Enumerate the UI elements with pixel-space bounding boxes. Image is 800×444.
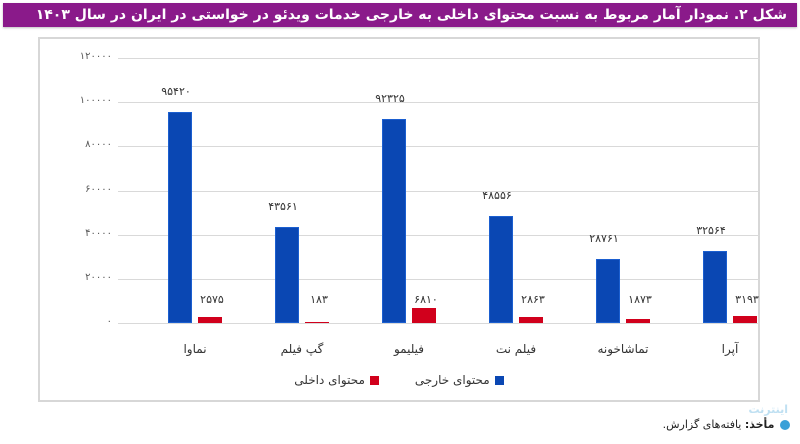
chart-frame: ۱۲۰۰۰۰ ۱۰۰۰۰۰ ۸۰۰۰۰ ۶۰۰۰۰ ۴۰۰۰۰ ۲۰۰۰۰ ۰ ۹۵۴۲۰ ۲۵… [38,37,760,402]
bar-domestic [198,317,222,323]
gridline [118,58,760,59]
legend-swatch-domestic [369,375,379,385]
figure-title: شکل ۲. نمودار آمار مربوط به نسبت محتوای … [3,3,797,27]
value-label-external: ۹۵۴۲۰ [161,85,191,99]
x-category-label: فیلم نت [495,342,537,356]
gridline [118,234,760,236]
bar-external [489,215,513,323]
bar-domestic [412,307,436,323]
value-label-external: ۳۲۵۶۴ [696,224,726,238]
legend-item-external: محتوای خارجی [415,373,504,387]
bar-external [703,251,727,323]
gridline [118,102,760,104]
legend-item-domestic: محتوای داخلی [294,373,379,387]
legend-label-external: محتوای خارجی [414,373,490,387]
gridline [118,323,760,324]
legend: محتوای خارجی محتوای داخلی [40,373,758,387]
y-tick-label: ۲۰۰۰۰ [85,271,112,283]
bar-external [168,112,192,323]
value-label-external: ۴۸۵۵۶ [482,188,512,202]
y-tick-label: ۱۰۰۰۰۰ [79,95,112,107]
logo-icon [780,420,790,430]
bar-external [596,259,620,323]
bar-external [275,226,299,323]
plot-area: ۱۲۰۰۰۰ ۱۰۰۰۰۰ ۸۰۰۰۰ ۶۰۰۰۰ ۴۰۰۰۰ ۲۰۰۰۰ ۰ ۹۵۴۲۰ ۲۵… [80,48,760,356]
x-category-label: نماوا [183,342,207,356]
value-label-external: ۲۸۷۶۱ [589,232,619,246]
source-note: مأخذ: یافته‌های گزارش. [663,418,790,431]
source-prefix: مأخذ: [744,418,775,431]
gridline [118,190,760,192]
x-category-label: گپ فیلم [280,342,324,356]
watermark: اینترنت [748,403,789,416]
source-text: یافته‌های گزارش. [662,418,742,431]
bar-domestic [733,315,757,323]
y-tick-label: ۸۰۰۰۰ [85,139,112,151]
y-tick-label: ۰ [106,316,112,327]
x-category-label: آپرا [721,342,739,356]
value-label-domestic: ۲۸۶۳ [521,293,545,306]
bar-domestic [519,316,543,323]
value-label-domestic: ۶۸۱۰ [414,293,438,306]
legend-label-domestic: محتوای داخلی [294,373,365,387]
bar-domestic [305,321,329,323]
value-label-external: ۴۳۵۶۱ [268,199,298,213]
value-label-domestic: ۲۵۷۵ [200,293,224,306]
y-tick-label: ۱۲۰۰۰۰ [79,51,112,62]
bar-domestic [626,318,650,323]
gridline [118,278,760,280]
x-category-label: فیلیمو [393,342,425,356]
legend-swatch-external [494,375,504,385]
gridline [118,146,760,148]
value-label-domestic: ۱۸۷۳ [628,293,652,306]
value-label-domestic: ۱۸۳ [310,293,328,306]
bar-external [382,119,406,323]
y-tick-label: ۶۰۰۰۰ [85,183,112,195]
y-tick-label: ۴۰۰۰۰ [85,227,112,239]
value-label-domestic: ۳۱۹۳ [735,293,759,306]
value-label-external: ۹۲۳۲۵ [375,92,405,106]
x-category-label: تماشاخونه [597,342,649,356]
